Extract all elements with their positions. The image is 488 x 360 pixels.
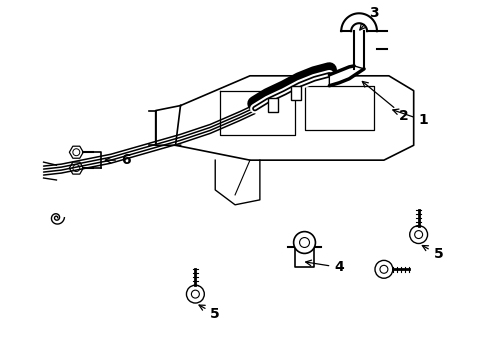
Circle shape <box>186 285 204 303</box>
Circle shape <box>293 231 315 253</box>
Text: 1: 1 <box>392 109 427 127</box>
Text: 4: 4 <box>305 260 344 274</box>
Bar <box>267 98 277 112</box>
Text: 5: 5 <box>199 305 220 321</box>
Polygon shape <box>328 66 364 86</box>
Text: 3: 3 <box>359 6 378 30</box>
Circle shape <box>409 226 427 243</box>
Circle shape <box>374 260 392 278</box>
Bar <box>290 86 300 100</box>
Text: 6: 6 <box>105 153 130 167</box>
Text: 5: 5 <box>422 246 443 261</box>
Text: 2: 2 <box>362 81 407 122</box>
